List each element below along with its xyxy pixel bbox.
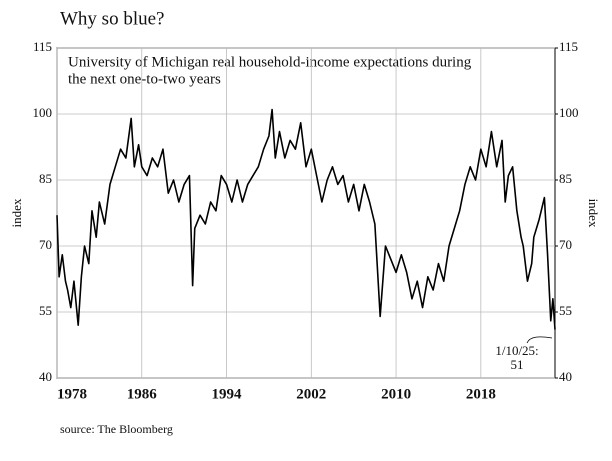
chart-subtitle: the next one-to-two years: [68, 71, 221, 87]
y2-tick-label: 40: [559, 369, 572, 384]
annotation-leader: [526, 336, 553, 344]
chart-subtitle: University of Michigan real household-in…: [68, 54, 472, 70]
y-tick-label: 85: [39, 171, 52, 186]
plot-frame: [56, 47, 556, 379]
y-tick-label: 55: [39, 303, 52, 318]
source: source: The Bloomberg: [60, 422, 173, 436]
annotation: 51: [511, 357, 524, 372]
data-line: [56, 108, 556, 330]
x-tick-label: 1994: [212, 386, 243, 402]
y2-tick-label: 115: [559, 39, 578, 54]
x-tick-label: 2018: [466, 386, 496, 402]
y-tick-label: 100: [33, 105, 53, 120]
y-axis-label: index: [9, 198, 24, 227]
y-tick-label: 115: [33, 39, 52, 54]
y2-tick-label: 70: [559, 237, 572, 252]
x-tick-label: 2010: [381, 386, 411, 402]
y-tick-label: 70: [39, 237, 52, 252]
y2-axis-label: index: [586, 199, 601, 228]
annotation: 1/10/25:: [495, 343, 538, 358]
x-tick-label: 1978: [57, 386, 87, 402]
y2-tick-label: 85: [559, 171, 572, 186]
y2-tick-label: 55: [559, 303, 572, 318]
x-tick-label: 1986: [127, 386, 158, 402]
chart-title: Why so blue?: [60, 8, 164, 29]
y-tick-label: 40: [39, 369, 52, 384]
x-tick-label: 2002: [296, 386, 326, 402]
y2-tick-label: 100: [559, 105, 579, 120]
